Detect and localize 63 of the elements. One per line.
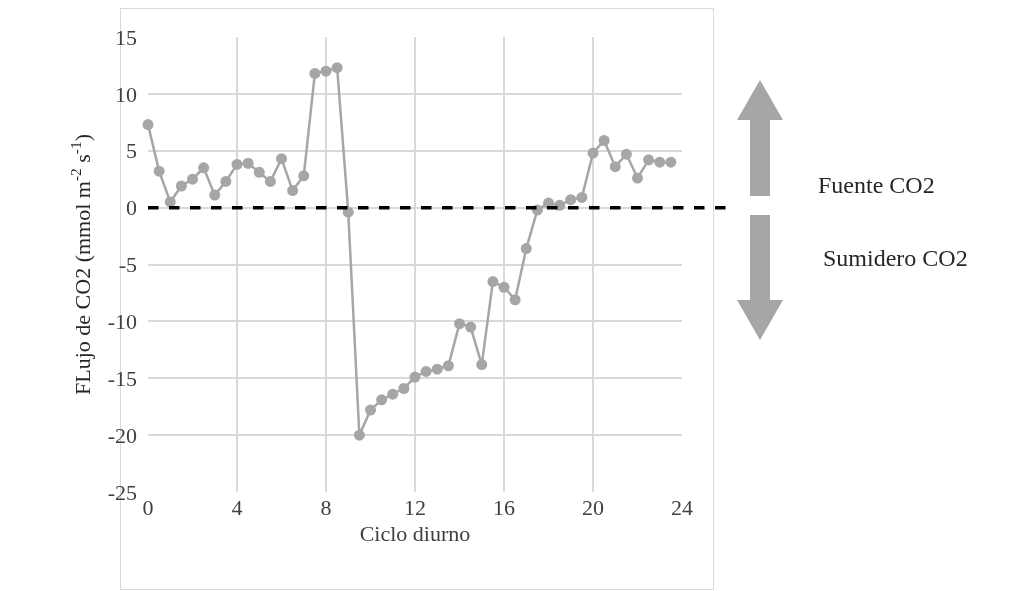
- point: [287, 185, 299, 197]
- point: [298, 170, 310, 182]
- x-tick-label: 12: [404, 495, 426, 520]
- point: [164, 196, 176, 208]
- point: [231, 158, 243, 170]
- point: [420, 365, 432, 377]
- x-tick-label: 20: [582, 495, 604, 520]
- x-tick-label: 24: [671, 495, 693, 520]
- point: [565, 194, 577, 206]
- point: [309, 67, 321, 79]
- point: [520, 243, 532, 255]
- point: [598, 135, 610, 147]
- point: [320, 65, 332, 77]
- y-tick-label: 5: [126, 138, 137, 164]
- point: [576, 191, 588, 203]
- point: [409, 371, 421, 383]
- x-tick-label: 8: [320, 495, 332, 520]
- y-tick-label: -25: [107, 479, 137, 505]
- point: [242, 157, 254, 169]
- point: [587, 147, 599, 159]
- point: [509, 294, 521, 306]
- y-tick-label: -20: [107, 422, 137, 448]
- point: [398, 382, 410, 394]
- point: [387, 388, 399, 400]
- y-tick-label: 0: [126, 195, 137, 221]
- y-tick-label: 15: [115, 24, 137, 50]
- point: [175, 180, 187, 192]
- point: [198, 162, 210, 174]
- point: [476, 359, 488, 371]
- point: [431, 363, 443, 375]
- x-tick-label: 4: [231, 495, 243, 520]
- y-tick-label: -5: [118, 252, 137, 278]
- point: [632, 172, 643, 184]
- point: [331, 62, 343, 74]
- point: [365, 404, 376, 416]
- point: [454, 318, 465, 330]
- point: [264, 175, 276, 187]
- point: [465, 321, 477, 333]
- point: [609, 161, 621, 173]
- point: [654, 156, 666, 168]
- point: [142, 119, 154, 131]
- point: [487, 276, 499, 288]
- point: [253, 166, 265, 178]
- point: [209, 189, 221, 201]
- source-note: Fuente CO2: [818, 172, 935, 198]
- point: [353, 429, 365, 441]
- x-tick-label: 0: [142, 495, 154, 520]
- point: [376, 394, 388, 406]
- point: [187, 173, 198, 185]
- point: [276, 153, 287, 165]
- point: [643, 154, 655, 166]
- y-tick-label: -10: [107, 309, 137, 335]
- x-tick-label: 16: [493, 495, 515, 520]
- point: [620, 148, 632, 160]
- point: [665, 156, 677, 168]
- point: [442, 360, 454, 372]
- point: [220, 175, 232, 187]
- y-tick-label: 10: [115, 81, 137, 107]
- x-axis-title: Ciclo diurno: [359, 520, 471, 546]
- y-tick-label: -15: [107, 365, 137, 391]
- point: [498, 281, 510, 293]
- point: [153, 165, 165, 177]
- text: Sumidero CO2: [823, 245, 968, 271]
